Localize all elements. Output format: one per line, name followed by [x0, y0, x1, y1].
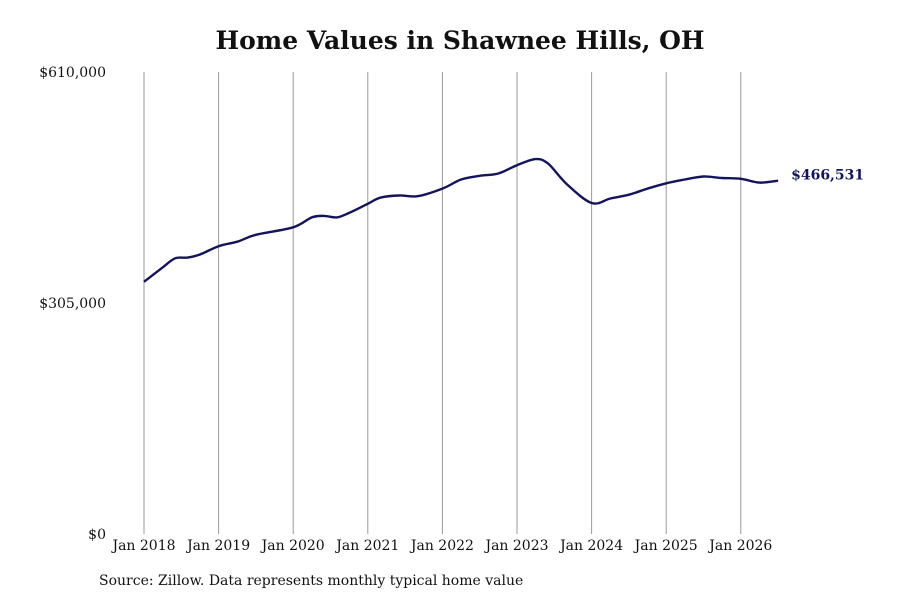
x-tick-label: Jan 2019	[185, 538, 250, 554]
x-tick-label: Jan 2018	[110, 538, 175, 554]
y-axis-ticks: $0 $305,000 $610,000	[39, 65, 106, 543]
chart-title: Home Values in Shawnee Hills, OH	[215, 26, 705, 55]
x-tick-label: Jan 2025	[633, 538, 698, 554]
series-layer: $466,531	[143, 157, 864, 283]
x-tick-label: Jan 2026	[707, 538, 772, 554]
last-value-label: $466,531	[791, 168, 864, 184]
y-tick-label: $610,000	[39, 65, 106, 81]
x-tick-label: Jan 2023	[483, 538, 548, 554]
x-tick-label: Jan 2021	[334, 538, 399, 554]
x-tick-label: Jan 2022	[409, 538, 474, 554]
source-note: Source: Zillow. Data represents monthly …	[99, 573, 524, 589]
y-tick-label: $305,000	[39, 296, 106, 312]
x-tick-label: Jan 2024	[558, 538, 623, 554]
home-value-line	[143, 157, 779, 283]
x-tick-label: Jan 2020	[260, 538, 325, 554]
y-tick-label: $0	[88, 527, 106, 543]
grid-lines	[143, 72, 742, 534]
x-axis-ticks: Jan 2018 Jan 2019 Jan 2020 Jan 2021 Jan 2022…	[110, 538, 772, 554]
